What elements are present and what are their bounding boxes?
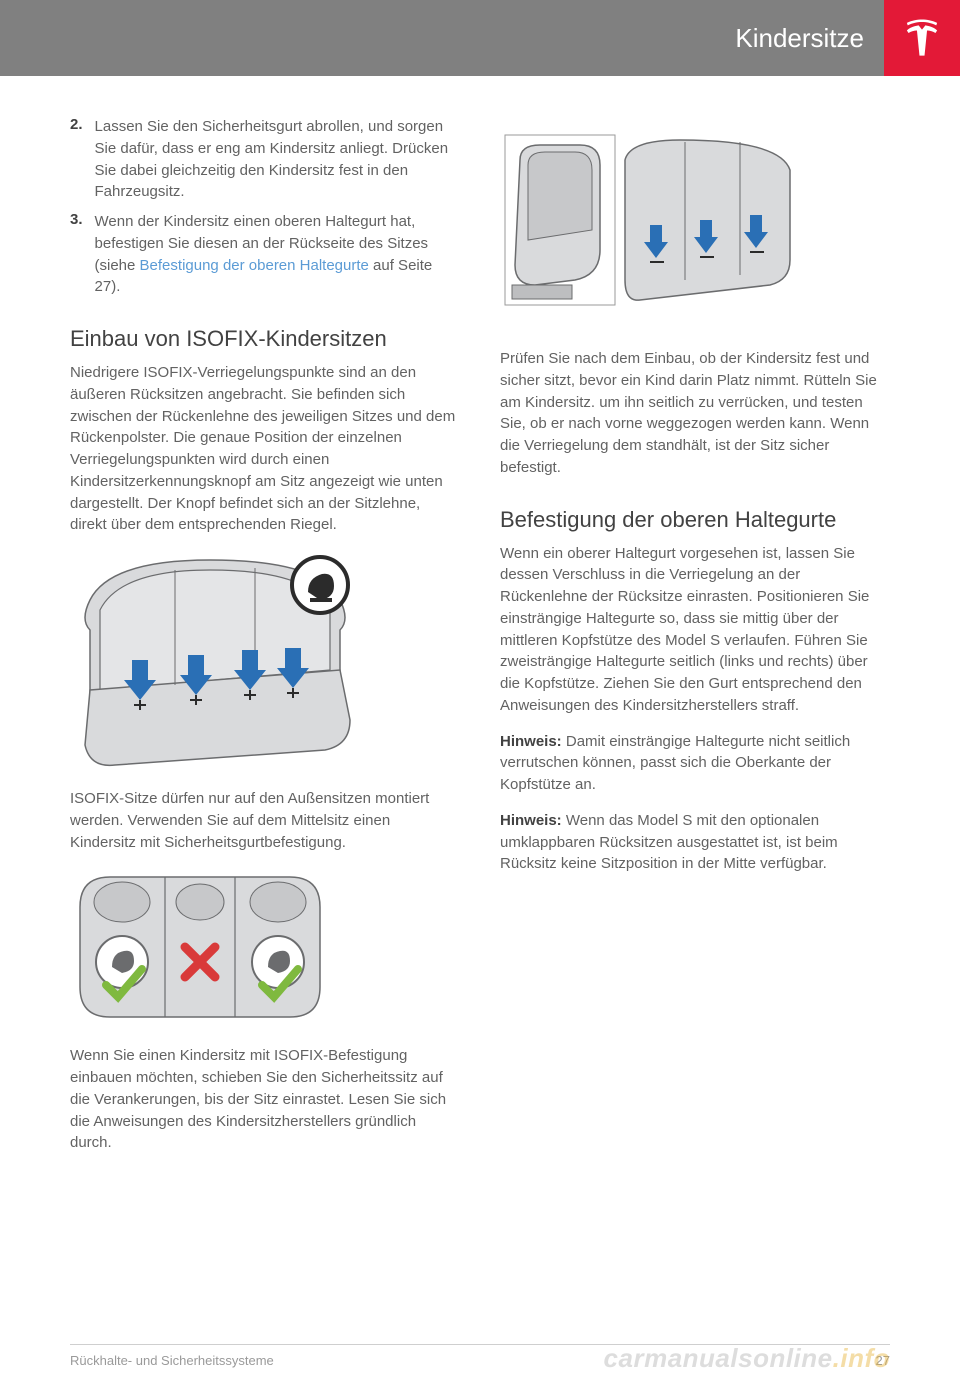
- page-title: Kindersitze: [735, 23, 864, 54]
- step-3: 3. Wenn der Kindersitz einen oberen Halt…: [70, 211, 460, 298]
- watermark-text-b: .info: [833, 1343, 890, 1373]
- tesla-logo-icon: [901, 17, 943, 59]
- right-column: Prüfen Sie nach dem Einbau, ob der Kinde…: [500, 116, 890, 1168]
- section-heading-isofix: Einbau von ISOFIX-Kindersitzen: [70, 326, 460, 352]
- left-column: 2. Lassen Sie den Sicherheitsgurt abroll…: [70, 116, 460, 1168]
- step-text: Wenn der Kindersitz einen oberen Haltegu…: [95, 211, 460, 298]
- content-area: 2. Lassen Sie den Sicherheitsgurt abroll…: [0, 76, 960, 1168]
- note-label: Hinweis:: [500, 733, 566, 750]
- figure-outer-seats-only: [70, 867, 330, 1027]
- page-header: Kindersitze: [0, 0, 960, 76]
- step-number: 3.: [70, 211, 83, 298]
- paragraph: Wenn ein oberer Haltegurt vorgesehen ist…: [500, 543, 890, 717]
- tesla-logo: [884, 0, 960, 76]
- footer-section-name: Rückhalte- und Sicherheitssysteme: [70, 1353, 274, 1368]
- cross-reference-link[interactable]: Befestigung der oberen Haltegurte: [140, 257, 369, 274]
- step-2: 2. Lassen Sie den Sicherheitsgurt abroll…: [70, 116, 460, 203]
- paragraph: Niedrigere ISOFIX-Verriegelungspunkte si…: [70, 362, 460, 536]
- paragraph: ISOFIX-Sitze dürfen nur auf den Außensit…: [70, 788, 460, 853]
- note-2: Hinweis: Wenn das Model S mit den option…: [500, 810, 890, 875]
- paragraph: Wenn Sie einen Kindersitz mit ISOFIX-Bef…: [70, 1045, 460, 1154]
- figure-isofix-points: [70, 550, 360, 770]
- watermark: carmanualsonline.info: [604, 1343, 890, 1374]
- note-label: Hinweis:: [500, 812, 566, 829]
- note-1: Hinweis: Damit einsträngige Haltegurte n…: [500, 731, 890, 796]
- section-heading-tether: Befestigung der oberen Haltegurte: [500, 507, 890, 533]
- step-text: Lassen Sie den Sicherheitsgurt abrollen,…: [95, 116, 460, 203]
- step-number: 2.: [70, 116, 83, 203]
- watermark-text-a: carmanualsonline: [604, 1343, 833, 1373]
- paragraph: Prüfen Sie nach dem Einbau, ob der Kinde…: [500, 348, 890, 479]
- figure-child-seat-install: [500, 130, 800, 330]
